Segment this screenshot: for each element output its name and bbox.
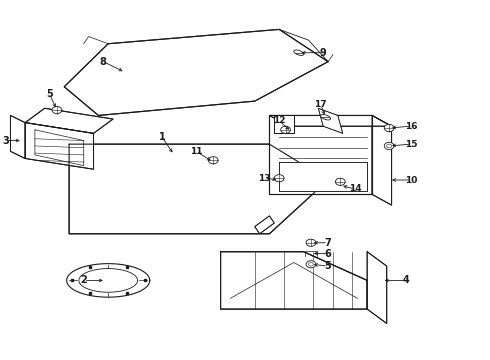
Text: 9: 9 <box>320 48 326 58</box>
Text: 6: 6 <box>325 248 331 258</box>
Circle shape <box>387 144 392 148</box>
Circle shape <box>335 178 345 185</box>
Polygon shape <box>372 116 392 205</box>
Polygon shape <box>270 116 392 126</box>
Text: 4: 4 <box>403 275 410 285</box>
Text: 11: 11 <box>190 147 202 156</box>
Circle shape <box>384 125 394 132</box>
Circle shape <box>274 175 284 182</box>
Polygon shape <box>79 269 138 292</box>
Polygon shape <box>220 252 367 309</box>
Polygon shape <box>64 30 328 116</box>
Circle shape <box>281 126 291 134</box>
Text: 3: 3 <box>2 136 9 145</box>
Circle shape <box>306 261 316 268</box>
Text: 16: 16 <box>405 122 417 131</box>
Polygon shape <box>67 264 150 297</box>
Text: 15: 15 <box>405 140 417 149</box>
Ellipse shape <box>294 50 304 55</box>
Text: 2: 2 <box>80 275 87 285</box>
Text: 5: 5 <box>46 89 53 99</box>
Polygon shape <box>367 252 387 323</box>
Polygon shape <box>69 144 328 234</box>
Polygon shape <box>270 116 372 194</box>
Polygon shape <box>318 108 343 134</box>
Text: 17: 17 <box>315 100 327 109</box>
Circle shape <box>208 157 218 164</box>
Text: 1: 1 <box>159 132 165 142</box>
Text: 13: 13 <box>258 174 271 183</box>
Text: 12: 12 <box>273 116 286 125</box>
Circle shape <box>309 262 314 266</box>
Ellipse shape <box>320 114 331 120</box>
Polygon shape <box>10 116 25 158</box>
Text: 5: 5 <box>325 261 331 271</box>
Polygon shape <box>25 123 94 169</box>
Text: 8: 8 <box>100 57 107 67</box>
Text: 7: 7 <box>325 238 331 248</box>
Circle shape <box>306 239 316 246</box>
Polygon shape <box>279 162 367 191</box>
Circle shape <box>52 107 62 114</box>
Text: 10: 10 <box>405 176 417 185</box>
Text: 14: 14 <box>348 184 361 193</box>
Polygon shape <box>25 108 113 134</box>
Polygon shape <box>274 116 294 134</box>
Circle shape <box>384 142 394 149</box>
Polygon shape <box>255 216 274 234</box>
